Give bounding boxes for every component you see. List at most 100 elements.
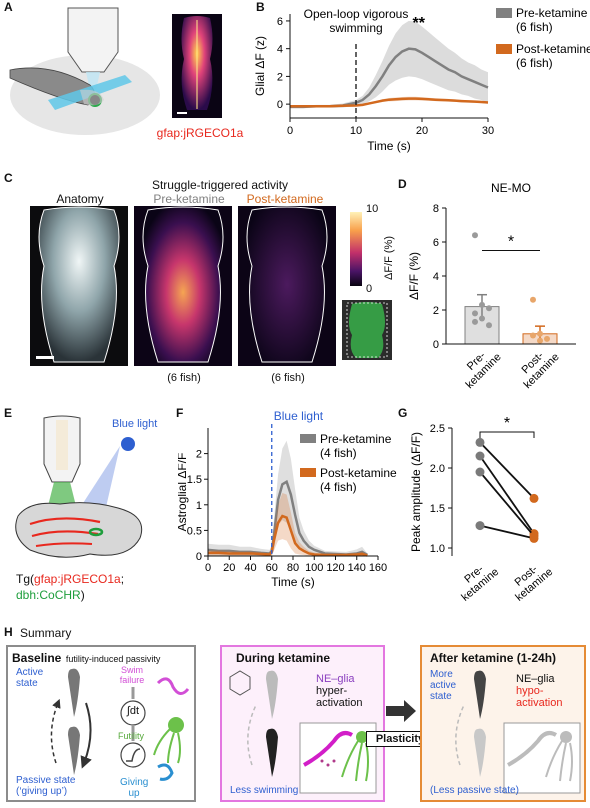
annotation-f: Blue light (274, 409, 324, 423)
point-d-0-2 (486, 305, 492, 312)
passive-state-label: Passive state (‘giving up’) (16, 775, 75, 797)
baseline-box: Baseline futility-induced passivity Acti… (6, 645, 196, 802)
point-d-0-5 (486, 322, 492, 329)
ne-glia-hyper: NE–glia hyper- activation (316, 673, 362, 709)
y-tick-label-d-2: 2 (433, 305, 439, 317)
post-label-c: Post-ketamine (246, 192, 324, 206)
ne-glia-hypo-line3: activation (516, 697, 563, 709)
plasticity-label: Plasticity (366, 731, 434, 747)
plasticity-arrow (386, 700, 416, 722)
swim-failure-line2: failure (119, 675, 145, 685)
legend-sub-f-0: (4 fish) (320, 446, 357, 460)
x-tick-label-f-80: 80 (287, 562, 299, 574)
ketamine-molecule (229, 670, 251, 696)
swim-failure-label: Swim failure (112, 665, 152, 685)
ne-glia-hypo: NE–glia hypo- activation (516, 673, 562, 709)
anatomy-label: Anatomy (56, 192, 104, 206)
tg-label-line1: Tg(gfap:jRGECO1a; (16, 572, 124, 586)
panel-letter-f: F (176, 406, 184, 420)
point-d-0-0 (472, 232, 478, 239)
x-tick-label-f-0: 0 (205, 562, 211, 574)
fish-active-1 (68, 668, 80, 717)
giving-up-line1: Giving (120, 777, 149, 788)
x-tick-label-b-10: 10 (350, 125, 362, 137)
y-tick-label-g-2: 2.0 (430, 463, 445, 475)
post-point-g-0 (529, 493, 539, 503)
x-tick-label-b-0: 0 (287, 125, 293, 137)
point-d-0-3 (472, 310, 478, 317)
y-label-g: Peak amplitude (ΔF/F) (409, 432, 423, 552)
significance-g: * (504, 415, 510, 432)
brain-maps (30, 206, 336, 366)
swim-failure-line1: Swim (121, 665, 143, 675)
ne-glia-hyper-line2: hyper- (316, 685, 348, 697)
significance-b: ** (412, 15, 425, 32)
ne-glia-hypo-line1: NE–glia (516, 673, 555, 685)
tg-red: gfap:jRGECO1a (34, 572, 121, 586)
y-tick-label-d-8: 8 (433, 203, 439, 215)
y-tick-label-d-6: 6 (433, 237, 439, 249)
panel-letter-e: E (4, 406, 13, 420)
y-tick-label-b-2: 2 (277, 71, 283, 83)
panel-letter-b: B (256, 0, 265, 14)
ne-glia-hyper-line3: activation (316, 697, 363, 709)
tg-label-line2: dbh:CoCHR) (16, 588, 85, 602)
panel-letter-c: C (4, 171, 13, 185)
y-tick-label-f-1.5: 1.5 (187, 474, 202, 486)
swim-failure-squiggle (156, 677, 190, 695)
annotation-b-line1: Open-loop vigorous (304, 7, 409, 21)
pre-point-g-3 (475, 521, 485, 531)
pre-n-label: (6 fish) (167, 372, 201, 384)
title-d: NE-MO (491, 181, 531, 195)
pair-line-g-3 (479, 524, 535, 540)
tg-suffix: ) (80, 588, 85, 602)
fish-active-3 (474, 670, 486, 719)
active-state-label: Active state (16, 667, 43, 689)
pre-point-g-1 (475, 451, 485, 461)
x-tick-label-b-20: 20 (416, 125, 428, 137)
fish-head (80, 89, 104, 106)
chart-b: 0 2 4 6 0 10 20 30 Time (s) Glial ΔF (z) Open-loop… (253, 6, 590, 153)
legend-swatch-b-0 (496, 8, 512, 18)
legend-sub-b-1: (6 fish) (516, 56, 553, 70)
y-tick-label-g-1.5: 1.5 (430, 503, 445, 515)
light-path-e (56, 420, 68, 470)
after-diagram (455, 670, 581, 794)
point-d-1-4 (537, 337, 543, 344)
brain-inset-shape (349, 302, 385, 358)
panel-letter-g: G (398, 406, 408, 420)
grey-neuron (507, 731, 558, 767)
colorbar-max: 10 (366, 203, 378, 215)
giving-up-line2: up (128, 788, 140, 799)
y-tick-label-g-2.5: 2.5 (430, 423, 445, 435)
pre-point-g-0 (475, 437, 485, 447)
arrow-up-baseline (50, 698, 61, 764)
tg-sep: ; (120, 572, 125, 586)
legend-swatch-f-0 (300, 434, 316, 443)
pre-point-g-2 (475, 467, 485, 477)
x-tick-label-f-100: 100 (305, 562, 323, 574)
colorbar: 10 0 ΔF/F (%) (350, 203, 395, 295)
legend-swatch-b-1 (496, 44, 512, 54)
y-tick-label-b-4: 4 (277, 44, 283, 56)
blue-cone (76, 446, 120, 516)
blue-light-label: Blue light (112, 418, 158, 430)
y-tick-label-b-6: 6 (277, 16, 283, 28)
x-tick-label-b-30: 30 (482, 125, 494, 137)
less-passive-label: (Less passive state) (430, 785, 519, 796)
series-line-f-1 (208, 514, 368, 557)
colorbar-gradient (350, 212, 362, 286)
x-tick-label-f-140: 140 (348, 562, 366, 574)
lc-neurons (88, 527, 104, 537)
passive-state-line1: Passive state (16, 775, 76, 786)
y-tick-label-f-2: 2 (196, 449, 202, 461)
during-title: During ketamine (236, 651, 331, 665)
x-tick-label-f-20: 20 (223, 562, 235, 574)
anatomy-scale-bar (36, 356, 54, 359)
less-swimming-label: Less swimming (230, 785, 299, 796)
y-label-f: Astroglial ΔF/F (178, 453, 189, 532)
x-tick-label-f-160: 160 (369, 562, 387, 574)
summary-title: Summary (20, 626, 72, 640)
